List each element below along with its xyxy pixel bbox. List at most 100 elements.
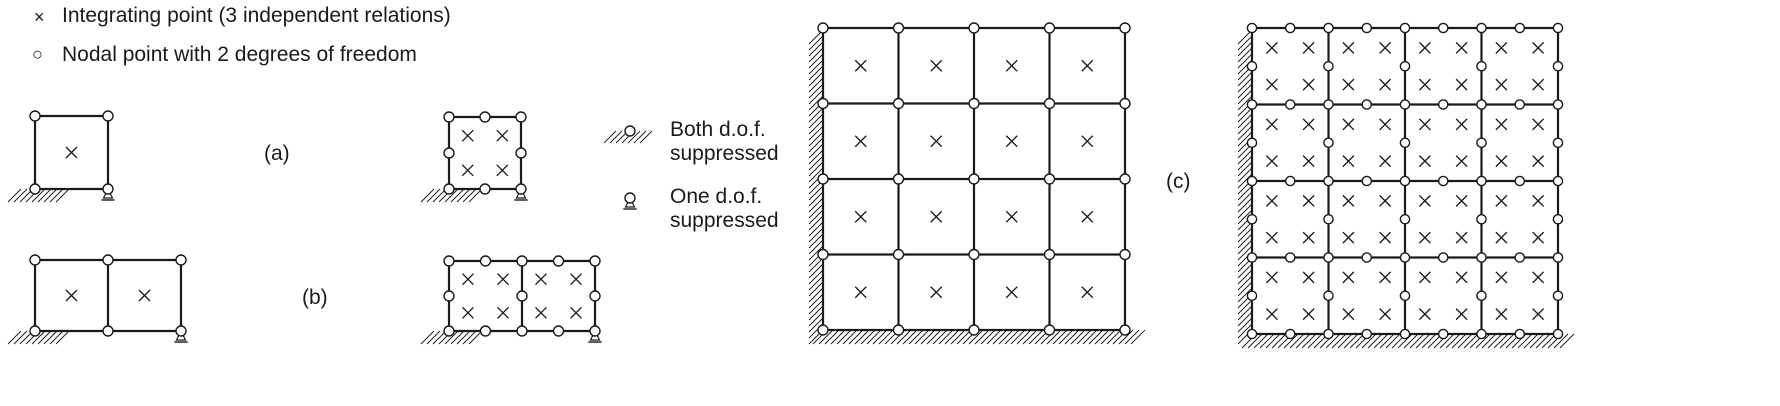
- integrating-point: [1081, 59, 1094, 72]
- integrating-point: [1379, 155, 1392, 168]
- integrating-point: [1342, 231, 1355, 244]
- mesh-a-linear: [7, 110, 115, 203]
- nodal-point: [102, 325, 114, 337]
- nodal-point: [516, 255, 528, 267]
- nodal-point: [29, 254, 41, 266]
- integrating-point: [854, 286, 867, 299]
- nodal-point: [1437, 328, 1449, 340]
- integrating-point: [1455, 308, 1468, 321]
- nodal-point: [1399, 175, 1411, 187]
- support-hatch: [420, 330, 483, 345]
- mesh-c-quadratic: [1237, 22, 1575, 349]
- nodal-point: [1399, 252, 1411, 263]
- nodal-point: [1043, 97, 1056, 110]
- nodal-point: [443, 111, 455, 123]
- integrating-point: [1379, 41, 1392, 54]
- integrating-point: [1379, 231, 1392, 244]
- integrating-point: [1081, 135, 1094, 148]
- nodal-point: [1437, 175, 1449, 187]
- integrating-point: [1495, 78, 1508, 91]
- support-legend: [603, 125, 653, 210]
- mesh-c-linear: [808, 22, 1146, 345]
- nodal-point: [624, 125, 636, 137]
- label-b: (b): [302, 286, 328, 309]
- nodal-point: [1552, 60, 1564, 72]
- nodal-point: [1246, 328, 1258, 340]
- integrating-point: [1532, 271, 1545, 284]
- integrating-point: [1342, 271, 1355, 284]
- nodal-point: [1514, 99, 1526, 110]
- nodal-point: [29, 183, 41, 195]
- integrating-point: [535, 306, 547, 319]
- nodal-point: [552, 325, 565, 337]
- legend-circle-symbol: ○: [32, 44, 43, 64]
- nodal-point: [1323, 175, 1334, 187]
- nodal-point: [443, 290, 455, 302]
- nodal-point: [892, 22, 905, 34]
- nodal-point: [892, 324, 905, 336]
- integrating-point: [497, 273, 509, 286]
- nodal-point: [1246, 99, 1258, 110]
- nodal-point: [1476, 213, 1487, 225]
- nodal-point: [1552, 328, 1564, 340]
- nodal-point: [1323, 99, 1334, 110]
- nodal-point: [1246, 213, 1258, 225]
- label-a: (a): [264, 142, 290, 165]
- nodal-point: [817, 173, 829, 185]
- nodal-point: [1399, 137, 1411, 149]
- nodal-point: [1361, 22, 1373, 34]
- nodal-point: [443, 147, 455, 159]
- nodal-point: [968, 324, 980, 336]
- nodal-point: [1399, 328, 1411, 340]
- integrating-point: [1495, 118, 1508, 131]
- nodal-point: [817, 248, 829, 261]
- integrating-point: [1302, 155, 1315, 168]
- integrating-point: [1265, 155, 1278, 168]
- support-hatch: [420, 188, 483, 203]
- integrating-point: [1495, 308, 1508, 321]
- integrating-point: [1005, 210, 1018, 223]
- legend-integrating-point-text: Integrating point (3 independent relatio…: [62, 4, 451, 27]
- integrating-point: [854, 135, 867, 148]
- support-hatch: [7, 188, 70, 203]
- nodal-point: [1119, 248, 1131, 261]
- nodal-point: [892, 97, 905, 110]
- nodal-point: [443, 183, 455, 195]
- nodal-point: [552, 255, 565, 267]
- integrating-point: [1455, 194, 1468, 207]
- nodal-point: [1476, 175, 1487, 187]
- integrating-point: [1418, 155, 1431, 168]
- integrating-point: [1379, 271, 1392, 284]
- integrating-point: [854, 59, 867, 72]
- nodal-point: [1043, 22, 1056, 34]
- nodal-point: [1476, 290, 1487, 302]
- nodal-point: [516, 290, 528, 302]
- integrating-point: [1418, 271, 1431, 284]
- nodal-point: [1284, 99, 1296, 110]
- nodal-point: [1246, 22, 1258, 34]
- nodal-point: [29, 110, 41, 122]
- nodal-point: [1119, 173, 1131, 185]
- nodal-point: [968, 97, 980, 110]
- nodal-point: [1043, 173, 1056, 185]
- nodal-point: [1323, 22, 1334, 34]
- nodal-point: [479, 255, 492, 267]
- integrating-point: [930, 210, 943, 223]
- nodal-point: [817, 324, 829, 336]
- nodal-point: [1514, 252, 1526, 263]
- integrating-point: [1532, 78, 1545, 91]
- integrating-point: [1342, 78, 1355, 91]
- nodal-point: [968, 22, 980, 34]
- nodal-point: [1399, 22, 1411, 34]
- integrating-point: [1532, 308, 1545, 321]
- integrating-point: [1495, 271, 1508, 284]
- integrating-point: [1265, 231, 1278, 244]
- support-hatch: [1241, 333, 1575, 349]
- nodal-point: [102, 254, 114, 266]
- nodal-point: [892, 173, 905, 185]
- integrating-point: [1265, 271, 1278, 284]
- nodal-point: [102, 110, 114, 122]
- nodal-point: [1399, 213, 1411, 225]
- mesh-b-linear: [7, 254, 188, 345]
